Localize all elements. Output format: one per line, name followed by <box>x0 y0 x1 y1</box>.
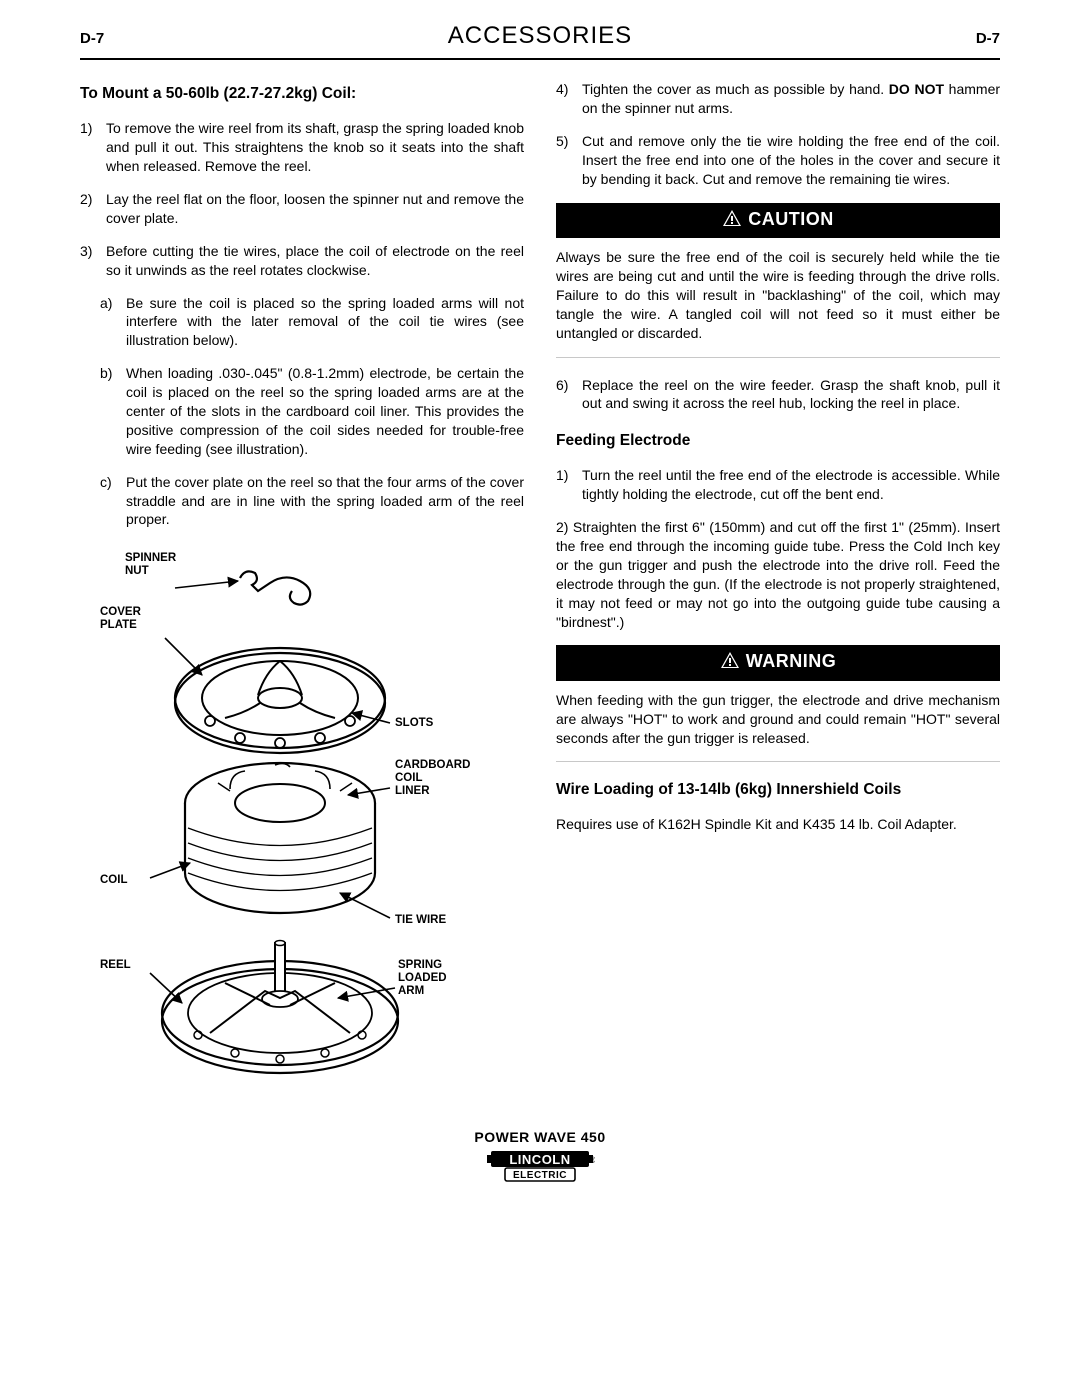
step-text-part: Tighten the cover as much as possible by… <box>582 81 884 97</box>
step-text: Cut and remove only the tie wire holding… <box>582 132 1000 189</box>
caution-box: CAUTION <box>556 203 1000 238</box>
step-3: 3) Before cutting the tie wires, place t… <box>80 242 524 280</box>
step-marker: 1) <box>556 466 574 504</box>
step-text-bold: DO NOT <box>889 81 944 97</box>
step-2: 2) Lay the reel flat on the floor, loose… <box>80 190 524 228</box>
svg-text:®: ® <box>589 1155 595 1165</box>
substep-c: c) Put the cover plate on the reel so th… <box>100 473 524 530</box>
caution-label: CAUTION <box>748 209 834 229</box>
page-code-right: D-7 <box>976 29 1000 49</box>
substep-text: Be sure the coil is placed so the spring… <box>126 294 524 351</box>
label-slots: SLOTS <box>395 717 434 729</box>
warning-label: WARNING <box>746 651 837 671</box>
label-coil: COIL <box>100 874 127 886</box>
step-text: Turn the reel until the free end of the … <box>582 466 1000 504</box>
right-column: 4) Tighten the cover as much as possible… <box>556 80 1000 1108</box>
substep-marker: c) <box>100 473 118 530</box>
step-text: Replace the reel on the wire feeder. Gra… <box>582 376 1000 414</box>
caution-text: Always be sure the free end of the coil … <box>556 248 1000 342</box>
substep-text: When loading .030-.045" (0.8-1.2mm) elec… <box>126 364 524 458</box>
step-text: Before cutting the tie wires, place the … <box>106 242 524 280</box>
feeding-step-1: 1) Turn the reel until the free end of t… <box>556 466 1000 504</box>
warning-text: When feeding with the gun trigger, the e… <box>556 691 1000 748</box>
substep-marker: a) <box>100 294 118 351</box>
svg-text:LINCOLN: LINCOLN <box>509 1152 570 1167</box>
cover-plate-drawing <box>175 648 385 753</box>
substeps: a) Be sure the coil is placed so the spr… <box>80 294 524 530</box>
step-text: Lay the reel flat on the floor, loosen t… <box>106 190 524 228</box>
label-cover-plate: COVERPLATE <box>100 606 142 631</box>
feeding-heading: Feeding Electrode <box>556 431 1000 452</box>
step-marker: 5) <box>556 132 574 189</box>
page-header: D-7 ACCESSORIES D-7 <box>80 20 1000 60</box>
reel-drawing <box>162 941 398 1074</box>
label-spinner-nut: SPINNERNUT <box>125 552 177 577</box>
substep-a: a) Be sure the coil is placed so the spr… <box>100 294 524 351</box>
step-marker: 4) <box>556 80 574 118</box>
svg-text:ELECTRIC: ELECTRIC <box>513 1170 567 1181</box>
product-name: POWER WAVE 450 <box>80 1128 1000 1147</box>
reel-illustration: SPINNERNUT COVERPLATE SLOTS CARDBOARDCOI… <box>80 543 480 1103</box>
step-5: 5) Cut and remove only the tie wire hold… <box>556 132 1000 189</box>
warning-icon <box>722 209 742 233</box>
label-cardboard: CARDBOARDCOILLINER <box>395 759 470 797</box>
reel-figure: SPINNERNUT COVERPLATE SLOTS CARDBOARDCOI… <box>80 543 524 1108</box>
label-reel: REEL <box>100 959 131 971</box>
innershield-heading: Wire Loading of 13-14lb (6kg) Innershiel… <box>556 780 1000 801</box>
left-column: To Mount a 50-60lb (22.7-27.2kg) Coil: 1… <box>80 80 524 1108</box>
two-column-layout: To Mount a 50-60lb (22.7-27.2kg) Coil: 1… <box>80 80 1000 1108</box>
divider <box>556 357 1000 358</box>
warning-icon <box>720 651 740 675</box>
label-spring-arm: SPRINGLOADEDARM <box>398 959 447 997</box>
page-code-left: D-7 <box>80 29 104 49</box>
feeding-para-2: 2) Straighten the first 6" (150mm) and c… <box>556 518 1000 631</box>
substep-b: b) When loading .030-.045" (0.8-1.2mm) e… <box>100 364 524 458</box>
step-1: 1) To remove the wire reel from its shaf… <box>80 119 524 176</box>
lincoln-electric-logo: LINCOLN ® ELECTRIC <box>485 1149 595 1188</box>
spinner-nut-drawing <box>240 572 310 605</box>
step-text: Tighten the cover as much as possible by… <box>582 80 1000 118</box>
step-marker: 6) <box>556 376 574 414</box>
step-text: To remove the wire reel from its shaft, … <box>106 119 524 176</box>
step-6: 6) Replace the reel on the wire feeder. … <box>556 376 1000 414</box>
mount-heading: To Mount a 50-60lb (22.7-27.2kg) Coil: <box>80 84 524 105</box>
coil-drawing <box>185 763 375 913</box>
label-tie-wire: TIE WIRE <box>395 914 446 926</box>
substep-marker: b) <box>100 364 118 458</box>
warning-box: WARNING <box>556 645 1000 680</box>
step-4: 4) Tighten the cover as much as possible… <box>556 80 1000 118</box>
innershield-text: Requires use of K162H Spindle Kit and K4… <box>556 815 1000 834</box>
step-marker: 2) <box>80 190 98 228</box>
page-footer: POWER WAVE 450 LINCOLN ® ELECTRIC <box>80 1128 1000 1188</box>
step-marker: 1) <box>80 119 98 176</box>
divider <box>556 761 1000 762</box>
step-marker: 3) <box>80 242 98 280</box>
page-title: ACCESSORIES <box>448 20 632 52</box>
substep-text: Put the cover plate on the reel so that … <box>126 473 524 530</box>
